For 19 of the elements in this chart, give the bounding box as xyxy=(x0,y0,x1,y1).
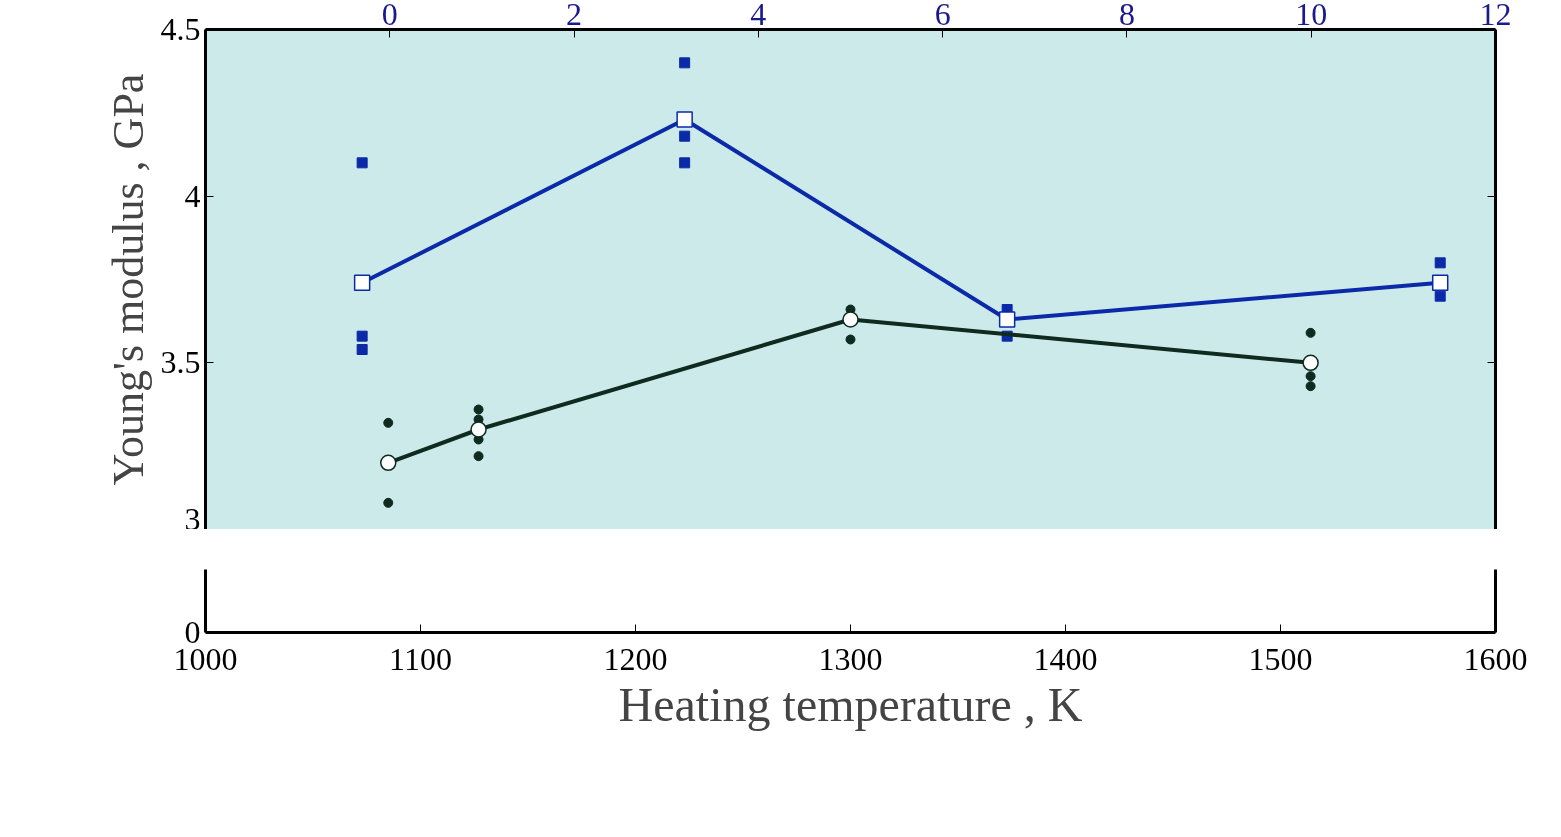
x-tick-label: 1400 xyxy=(1033,640,1098,677)
x-tick-label: 1500 xyxy=(1248,640,1313,677)
x2-tick-label: 8 xyxy=(1118,0,1135,32)
y-tick-label: 3 xyxy=(184,500,201,537)
x2-tick-label: 4 xyxy=(750,0,767,32)
x-tick-label: 1200 xyxy=(603,640,668,677)
x2-tick-label: 2 xyxy=(566,0,583,32)
x-axis-title: Heating temperature , K xyxy=(618,677,1083,731)
y-tick-label: 4.5 xyxy=(160,11,201,47)
x2-tick-label: 12 xyxy=(1479,0,1512,32)
x-tick-label: 1600 xyxy=(1463,640,1528,677)
x-tick-label: 1300 xyxy=(818,640,883,677)
x2-tick-label: 6 xyxy=(934,0,951,32)
y-axis-title: Young's modulus , GPa xyxy=(103,73,153,486)
y-tick-label: 4 xyxy=(184,177,201,214)
y-tick-label: 3.5 xyxy=(160,344,201,381)
x2-tick-label: 10 xyxy=(1295,0,1328,32)
x2-tick-label: 0 xyxy=(381,0,398,32)
x-tick-label: 1100 xyxy=(389,640,452,677)
